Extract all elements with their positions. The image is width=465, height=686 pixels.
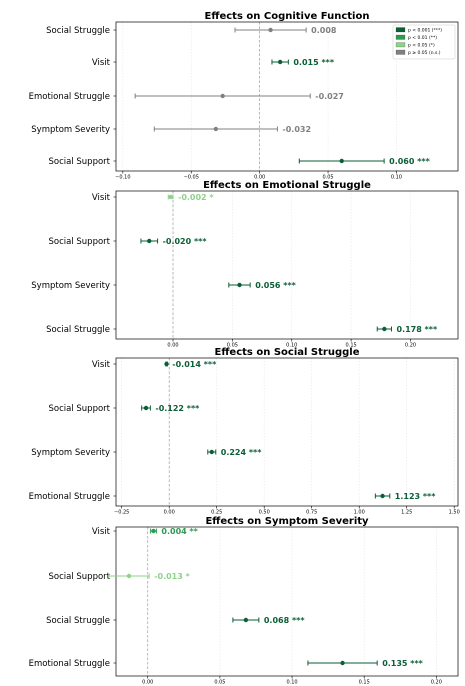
panel-title: Effects on Cognitive Function [205, 11, 370, 22]
x-tick-label: 0.00 [254, 175, 265, 181]
panel-4: Effects on Symptom Severity 0.00 0.05 0.10 0… [29, 516, 459, 686]
x-tick-label: 0.05 [227, 343, 238, 349]
estimate-point [380, 493, 385, 499]
axes-frame [115, 526, 459, 677]
legend-label: p ≥ 0.05 (n.s.) [408, 50, 441, 56]
estimate-point [220, 93, 225, 99]
x-tick-label: 0.05 [322, 175, 333, 181]
y-tick-label: Social Support [48, 572, 110, 582]
x-tick-label: −0.05 [184, 175, 199, 181]
x-tick-label: 0.10 [286, 343, 297, 349]
x-tick-label: 1.50 [449, 510, 460, 516]
x-tick-label: 1.00 [354, 510, 365, 516]
value-label: -0.020 *** [163, 237, 208, 246]
x-tick-label: −0.10 [115, 175, 130, 181]
legend-box [392, 24, 456, 60]
y-tick-label: Visit [92, 193, 111, 203]
axes-frame [115, 21, 459, 172]
x-tick-label: −0.25 [114, 510, 129, 516]
panel-1: Effects on Cognitive Function −0.10 −0.05 0… [29, 11, 459, 181]
y-tick-label: Emotional Struggle [29, 492, 110, 502]
x-tick-label: 0.00 [167, 343, 178, 349]
estimate-point [147, 238, 152, 244]
y-tick-label: Social Support [48, 404, 110, 414]
legend-label: p < 0.001 (***) [408, 28, 442, 34]
value-label: 0.004 ** [161, 527, 198, 536]
y-tick-label: Symptom Severity [31, 448, 110, 458]
value-label: 0.178 *** [397, 325, 438, 334]
x-tick-label: 0.50 [259, 510, 270, 516]
value-label: 0.056 *** [255, 281, 296, 290]
estimate-point [268, 27, 273, 33]
x-tick-label: 0.10 [391, 175, 402, 181]
estimate-point [277, 59, 283, 65]
legend-swatch [395, 49, 406, 55]
legend-label: p < 0.05 (*) [408, 43, 435, 49]
panel-title: Effects on Social Struggle [215, 347, 360, 358]
legend-label: p < 0.01 (**) [408, 35, 437, 41]
estimate-point [237, 282, 242, 288]
y-tick-label: Symptom Severity [31, 125, 110, 135]
legend-swatch [395, 34, 406, 40]
estimate-point [339, 158, 344, 164]
estimate-point [213, 126, 219, 132]
value-label: -0.014 *** [172, 360, 217, 369]
x-tick-label: 0.20 [431, 680, 442, 686]
value-label: -0.027 [315, 92, 344, 101]
y-tick-label: Social Struggle [46, 26, 110, 36]
x-tick-label: 0.20 [405, 343, 416, 349]
estimate-point [164, 361, 169, 367]
x-tick-label: 0.15 [359, 680, 370, 686]
value-label: -0.002 * [178, 193, 214, 202]
y-tick-label: Visit [92, 527, 111, 537]
estimate-point [143, 405, 149, 411]
x-tick-label: 0.05 [214, 680, 225, 686]
y-tick-label: Social Struggle [46, 325, 110, 335]
axes-frame [115, 357, 459, 507]
value-label: -0.032 [282, 125, 311, 134]
x-tick-label: 0.10 [286, 680, 297, 686]
value-label: -0.013 * [154, 572, 190, 581]
legend: p < 0.001 (***)p < 0.01 (**) p < 0.05 (*)… [392, 24, 456, 60]
x-tick-label: 0.15 [346, 343, 357, 349]
y-tick-label: Emotional Struggle [29, 92, 110, 102]
y-tick-label: Social Struggle [46, 616, 110, 626]
value-label: 0.060 *** [389, 157, 430, 166]
estimate-point [243, 617, 249, 623]
y-tick-label: Social Support [48, 157, 110, 167]
x-tick-label: 0.75 [306, 510, 317, 516]
y-tick-label: Visit [92, 360, 111, 370]
value-label: 0.224 *** [221, 448, 262, 457]
estimate-point [340, 660, 345, 666]
axes-frame [115, 190, 459, 340]
panel-3: Effects on Social Struggle −0.25 0.00 0.25 0… [29, 347, 460, 516]
panel-title: Effects on Symptom Severity [205, 516, 369, 527]
estimate-point [168, 194, 173, 200]
panel-2: Effects on Emotional Struggle 0.00 0.05 0.1… [31, 180, 459, 349]
value-label: -0.122 *** [155, 404, 200, 413]
legend-swatch [395, 27, 406, 33]
panel-title: Effects on Emotional Struggle [203, 180, 371, 191]
value-label: 0.068 *** [264, 616, 305, 625]
value-label: 0.008 [311, 26, 337, 35]
y-tick-label: Emotional Struggle [29, 659, 110, 669]
x-tick-label: 0.00 [142, 680, 153, 686]
y-tick-label: Social Support [48, 237, 110, 247]
value-label: 1.123 *** [395, 492, 436, 501]
x-tick-label: 0.25 [211, 510, 222, 516]
y-tick-label: Visit [92, 58, 111, 68]
legend-swatch [395, 42, 406, 48]
y-tick-label: Symptom Severity [31, 281, 110, 291]
estimate-point [126, 573, 132, 579]
estimate-point [382, 326, 387, 332]
x-tick-label: 0.00 [164, 510, 175, 516]
x-tick-label: 1.25 [401, 510, 412, 516]
value-label: 0.015 *** [293, 58, 334, 67]
estimate-point [151, 528, 156, 534]
value-label: 0.135 *** [382, 659, 423, 668]
estimate-point [209, 449, 214, 455]
